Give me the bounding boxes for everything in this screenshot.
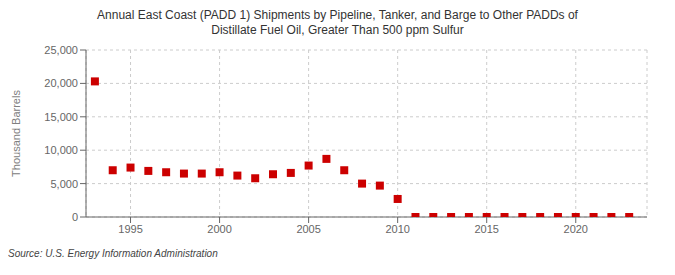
html-text:Distillate Fuel Oil, Greater T: Distillate Fuel Oil, Greater Than 500 pp… xyxy=(211,23,464,37)
svg-text:15,000: 15,000 xyxy=(44,111,78,123)
svg-text:2015: 2015 xyxy=(474,223,498,235)
svg-text:0: 0 xyxy=(72,211,78,223)
svg-text:Thousand Barrels: Thousand Barrels xyxy=(10,90,22,177)
html-text:Source: U.S. Energy Informatio: Source: U.S. Energy Information Administ… xyxy=(8,248,218,259)
svg-text:5,000: 5,000 xyxy=(50,178,78,190)
svg-text:2000: 2000 xyxy=(207,223,231,235)
svg-text:2005: 2005 xyxy=(296,223,320,235)
svg-text:20,000: 20,000 xyxy=(44,77,78,89)
svg-text:10,000: 10,000 xyxy=(44,144,78,156)
svg-text:1995: 1995 xyxy=(118,223,142,235)
svg-text:2010: 2010 xyxy=(385,223,409,235)
svg-text:2020: 2020 xyxy=(564,223,588,235)
html-text:Annual East Coast (PADD 1) Shi: Annual East Coast (PADD 1) Shipments by … xyxy=(97,8,578,22)
svg-text:25,000: 25,000 xyxy=(44,44,78,56)
